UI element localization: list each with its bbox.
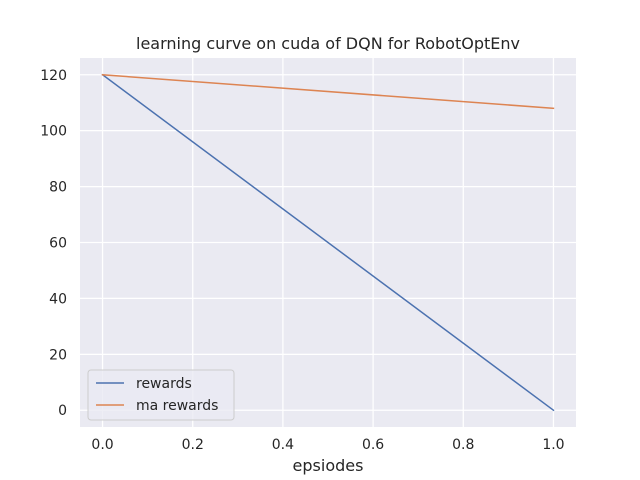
series-line-1 bbox=[101, 73, 555, 412]
y-tick-label: 120 bbox=[40, 68, 67, 84]
y-tick-label: 80 bbox=[49, 180, 67, 196]
y-tick-label: 60 bbox=[49, 236, 67, 252]
y-tick-label: 0 bbox=[58, 403, 67, 419]
chart-title: learning curve on cuda of DQN for RobotO… bbox=[136, 34, 520, 53]
y-tick-label: 100 bbox=[40, 124, 67, 140]
legend-frame bbox=[87, 369, 235, 421]
series-layer bbox=[101, 73, 555, 412]
y-tick-label: 20 bbox=[49, 347, 67, 363]
y-tick-label: 40 bbox=[49, 291, 67, 307]
x-tick-label: 0.0 bbox=[91, 437, 113, 453]
x-tick-label: 0.8 bbox=[452, 437, 474, 453]
x-tick-label: 0.4 bbox=[272, 437, 294, 453]
legend: rewards ma rewards bbox=[87, 369, 235, 421]
x-axis-label: epsiodes bbox=[293, 456, 364, 475]
series-line-2 bbox=[101, 73, 555, 110]
legend-label: ma rewards bbox=[136, 398, 218, 414]
x-tick-label: 1.0 bbox=[542, 437, 564, 453]
tick-labels: 0.0 0.2 0.4 0.6 0.8 1.0 0 20 40 60 80 100 120 bbox=[40, 68, 564, 453]
x-tick-label: 0.2 bbox=[182, 437, 204, 453]
legend-label: rewards bbox=[136, 376, 192, 392]
x-tick-label: 0.6 bbox=[362, 437, 384, 453]
